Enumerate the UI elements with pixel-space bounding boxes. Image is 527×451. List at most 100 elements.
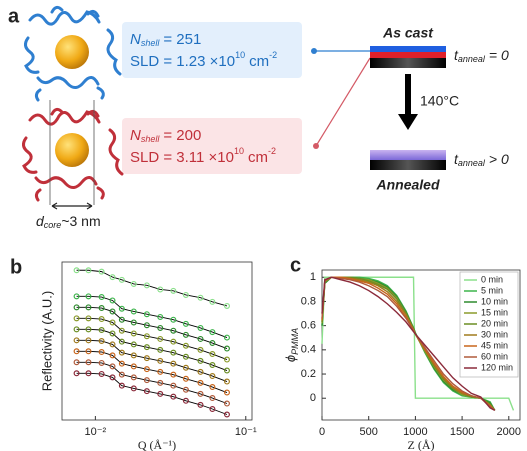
data-point [197, 346, 204, 353]
x-axis-label: Q (Å⁻¹) [138, 438, 176, 451]
data-point [182, 331, 189, 338]
data-point [223, 302, 230, 309]
legend-label: 45 min [481, 340, 508, 350]
data-point [85, 293, 92, 300]
data-point [73, 267, 80, 274]
data-point [223, 367, 230, 374]
data-point [143, 366, 150, 373]
data-point [197, 335, 204, 342]
core [55, 35, 89, 69]
series-line [76, 317, 228, 360]
data-point [85, 337, 92, 344]
data-point [157, 379, 164, 386]
connector-dot [311, 48, 317, 54]
series-line [76, 361, 228, 404]
data-point [73, 370, 80, 377]
data-point [182, 291, 189, 298]
y-tick-label: 0.4 [301, 344, 316, 356]
substrate [370, 58, 446, 68]
symbol: N [130, 127, 141, 144]
series-line [76, 328, 228, 371]
data-point [223, 356, 230, 363]
data-point [182, 342, 189, 349]
panel-label: a [8, 5, 20, 27]
film-layer [370, 46, 446, 52]
data-point [223, 378, 230, 385]
data-point [118, 305, 125, 312]
data-point [197, 294, 204, 301]
film-layer [370, 150, 446, 160]
connector-dot [313, 143, 319, 149]
dimension-arrow [51, 202, 93, 210]
info-box [122, 118, 302, 174]
legend-label: 120 min [481, 362, 513, 372]
data-point [182, 364, 189, 371]
data-point [209, 395, 216, 402]
data-point [118, 360, 125, 367]
data-point [109, 341, 116, 348]
data-point [170, 393, 177, 400]
data-point [223, 345, 230, 352]
connector [315, 57, 371, 147]
panel-label: b [10, 256, 22, 278]
data-point [157, 324, 164, 331]
info-box [122, 22, 302, 78]
data-point [118, 371, 125, 378]
data-point [197, 368, 204, 375]
data-point [223, 400, 230, 407]
panel-label: c [290, 254, 301, 276]
data-point [98, 370, 105, 377]
data-point [209, 329, 216, 336]
data-point [85, 348, 92, 355]
data-point [197, 357, 204, 364]
value: = 0 [489, 47, 509, 63]
subscript: anneal [458, 158, 486, 168]
series-line [76, 350, 228, 393]
value: > 0 [489, 151, 509, 167]
plot-frame [61, 261, 253, 421]
shell-count: Nshell = 251 [130, 31, 201, 48]
unit: cm [248, 149, 268, 166]
data-point [223, 334, 230, 341]
data-point [109, 274, 116, 281]
x-tick-label: 10⁻¹ [235, 426, 257, 438]
x-tick-label: 2000 [497, 426, 521, 438]
data-point [209, 384, 216, 391]
data-point [118, 349, 125, 356]
data-point [118, 276, 125, 283]
y-axis-label: ϕPMMA [283, 328, 300, 362]
data-point [197, 401, 204, 408]
data-point [157, 357, 164, 364]
data-point [85, 370, 92, 377]
y-axis-label: Reflectivity (A.U.) [39, 291, 54, 391]
legend-label: 5 min [481, 285, 503, 295]
data-point [157, 335, 164, 342]
data-point [209, 362, 216, 369]
series-line [321, 276, 496, 411]
symbol: N [130, 31, 141, 48]
state-label: Annealed [375, 177, 439, 193]
series-line [76, 295, 228, 338]
data-point [118, 316, 125, 323]
x-tick-label: 1500 [450, 426, 474, 438]
data-point [223, 411, 230, 418]
data-point [130, 385, 137, 392]
data-point [197, 324, 204, 331]
exponent: -2 [269, 50, 277, 60]
film-layer [370, 52, 446, 58]
data-point [157, 346, 164, 353]
data-point [157, 313, 164, 320]
data-point [73, 348, 80, 355]
data-point [118, 327, 125, 334]
data-point [109, 319, 116, 326]
data-point [73, 315, 80, 322]
exponent: 10 [235, 50, 245, 60]
symbol: t [454, 47, 459, 63]
data-point [143, 282, 150, 289]
series-line [76, 306, 228, 349]
y-tick-label: 0 [310, 392, 316, 404]
data-point [130, 330, 137, 337]
data-point [223, 389, 230, 396]
